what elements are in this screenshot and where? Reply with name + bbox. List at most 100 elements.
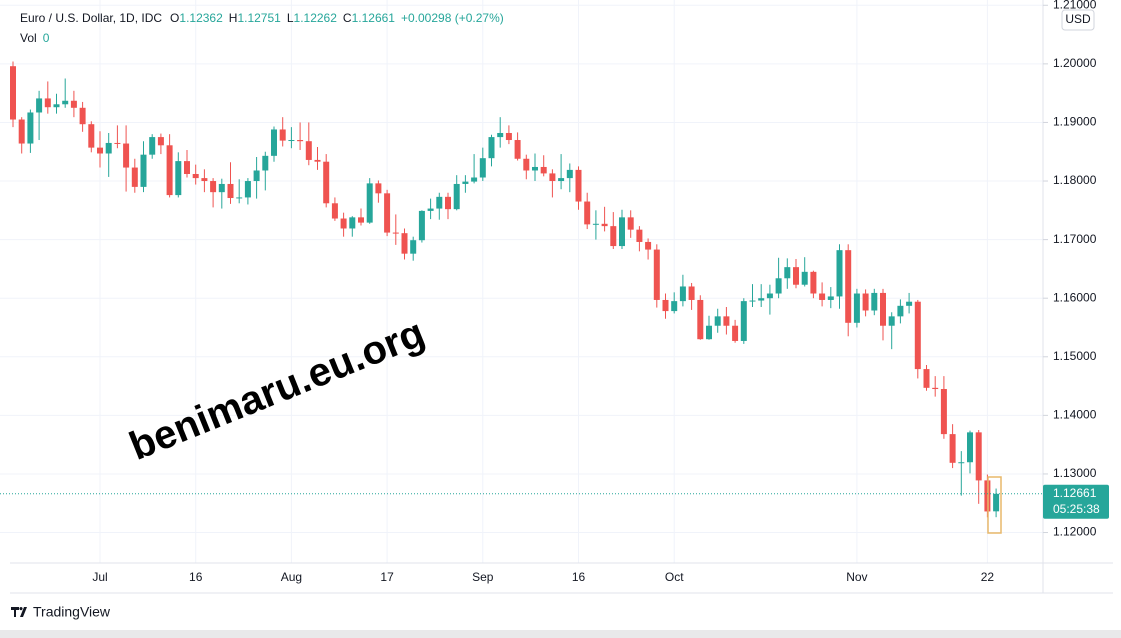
- y-tick-label: 1.17000: [1053, 232, 1097, 246]
- candle-body: [671, 301, 678, 312]
- candle-body: [149, 137, 156, 155]
- candle-body: [967, 432, 973, 463]
- ohlc-value: 1.12362: [179, 11, 223, 25]
- candle-body: [636, 229, 643, 242]
- candle-body: [793, 267, 799, 285]
- y-tick-label: 1.14000: [1053, 408, 1097, 422]
- ohlc-value: 1.12262: [294, 11, 338, 25]
- candle-body: [236, 197, 243, 199]
- candle-body: [845, 250, 852, 323]
- price-label: 1.12661: [1053, 486, 1097, 500]
- footer-strip: [0, 630, 1121, 638]
- candle-body: [923, 369, 930, 388]
- candle-body: [288, 140, 295, 142]
- candle-body: [410, 240, 417, 254]
- candle-body: [584, 201, 591, 225]
- candle-body: [271, 129, 277, 156]
- candle-body: [523, 158, 530, 171]
- vol-value: 0: [43, 31, 50, 45]
- candle-body: [592, 223, 599, 225]
- candle-body: [784, 267, 791, 279]
- grid: [0, 0, 1043, 563]
- x-tick-label: 22: [981, 570, 995, 584]
- price-box: [1043, 484, 1109, 519]
- candle-body: [297, 140, 304, 142]
- candle-body: [853, 293, 860, 323]
- candle-body: [114, 142, 121, 144]
- y-tick-label: 1.18000: [1053, 173, 1097, 187]
- candle-body: [740, 301, 747, 341]
- currency[interactable]: USD: [1065, 12, 1091, 26]
- ohlc-key: C: [343, 11, 352, 25]
- candle-body: [749, 300, 756, 302]
- volume: Vol 0: [20, 31, 50, 45]
- candle-body: [532, 166, 538, 171]
- candle-body: [819, 293, 826, 300]
- candle-body: [514, 140, 521, 159]
- candle-body: [810, 271, 817, 294]
- candle-body: [105, 142, 112, 154]
- candle-body: [993, 493, 1000, 512]
- candle-body: [201, 178, 208, 182]
- candle-body: [253, 170, 260, 182]
- candle-body: [88, 124, 95, 148]
- candle-body: [932, 387, 939, 390]
- candle-body: [479, 158, 486, 178]
- candle-body: [323, 161, 330, 204]
- candle-body: [871, 292, 878, 311]
- y-tick-label: 1.21000: [1053, 0, 1097, 11]
- candle-body: [166, 145, 173, 196]
- candle-body: [401, 233, 408, 254]
- candle-body: [462, 181, 469, 184]
- candle-body: [558, 178, 565, 182]
- x-tick-label: 16: [189, 570, 203, 584]
- candle-body: [18, 119, 25, 144]
- candle-body: [44, 98, 51, 108]
- candle-body: [192, 173, 199, 179]
- candle-body: [314, 159, 321, 162]
- candle-body: [218, 183, 225, 193]
- candle-body: [488, 137, 495, 159]
- y-tick-label: 1.15000: [1053, 349, 1097, 363]
- candle-body: [619, 217, 625, 247]
- x-tick-label: Oct: [665, 570, 684, 584]
- ohlc-value: 1.12661: [352, 11, 396, 25]
- candle-body: [575, 169, 582, 202]
- candle-body: [436, 196, 443, 209]
- logo-icon: [11, 607, 27, 617]
- x-tick-label: Sep: [472, 570, 494, 584]
- candle-body: [601, 223, 608, 227]
- candle-body: [210, 181, 217, 193]
- candle-body: [453, 183, 460, 210]
- candle-body: [732, 325, 739, 341]
- candle-body: [340, 218, 347, 229]
- candle-body: [305, 141, 312, 160]
- candle-body: [349, 217, 356, 229]
- candle-body: [914, 301, 921, 370]
- candle-body: [79, 107, 86, 125]
- x-tick-label: Nov: [846, 570, 867, 584]
- candle-body: [392, 232, 399, 234]
- ohlc-key: H: [229, 11, 238, 25]
- candles: [10, 61, 1000, 518]
- y-tick-label: 1.16000: [1053, 290, 1097, 304]
- candle-body: [10, 66, 16, 120]
- x-tick-label: 16: [572, 570, 586, 584]
- candle-body: [714, 316, 721, 326]
- ohlc-value: 1.12751: [237, 11, 281, 25]
- candle-body: [627, 217, 634, 230]
- currency-box[interactable]: [1061, 9, 1095, 31]
- header: Euro / U.S. Dollar, 1D, IDC O1.12362 H1.12…: [20, 11, 504, 25]
- candle-body: [775, 278, 782, 294]
- candle-body: [36, 98, 43, 113]
- candle-body: [262, 155, 269, 171]
- candle-body: [880, 292, 886, 326]
- candle-body: [418, 210, 425, 241]
- candle-body: [184, 161, 190, 174]
- candle-body: [758, 298, 765, 301]
- candle-body: [610, 226, 617, 247]
- candle-body: [706, 325, 712, 340]
- candle-body: [27, 112, 34, 144]
